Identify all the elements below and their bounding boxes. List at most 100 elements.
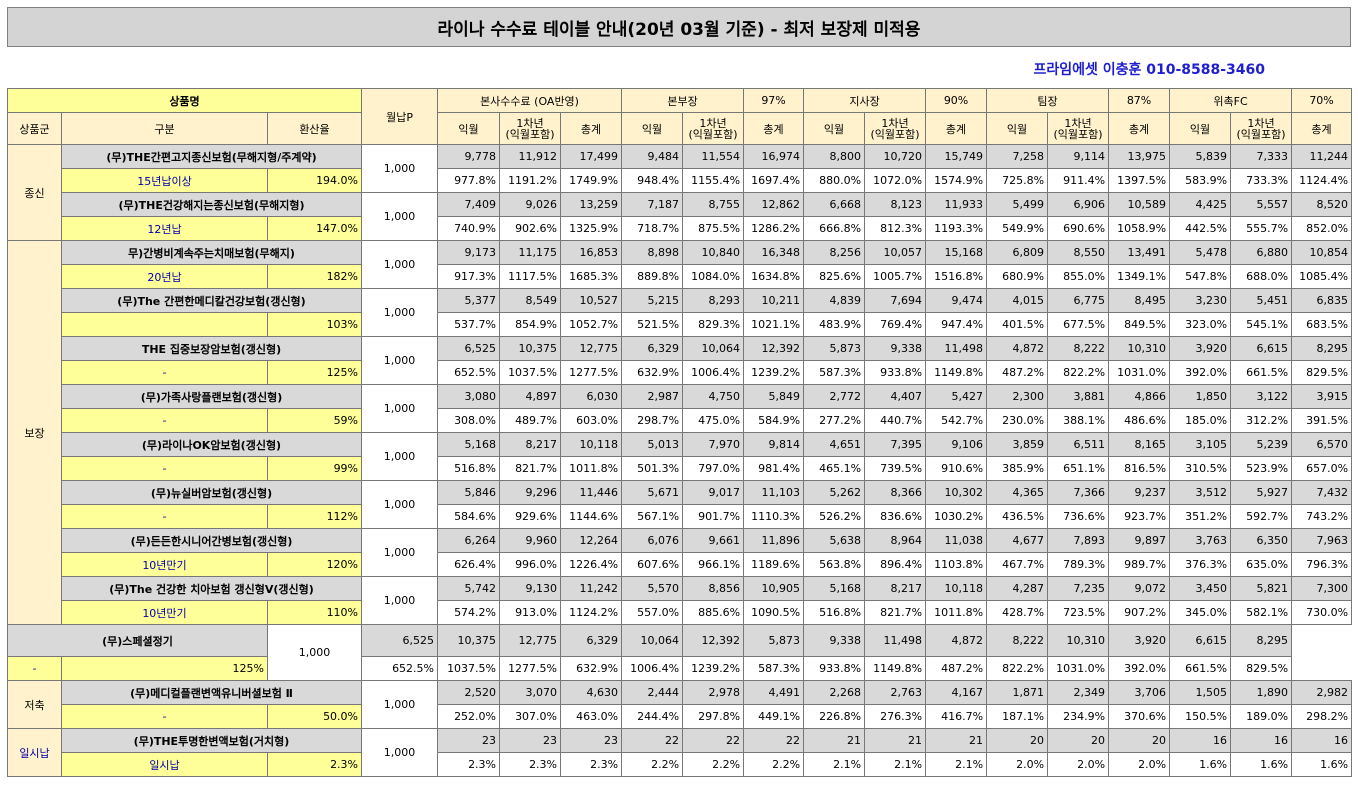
commission-amount: 5,168 xyxy=(437,432,501,457)
product-name: THE 집중보장암보험(갱신형) xyxy=(60,336,363,361)
commission-percent: 933.8% xyxy=(864,360,927,385)
commission-percent: 1277.5% xyxy=(560,360,623,385)
group-col-header: 상품군 xyxy=(7,112,62,145)
commission-amount: 11,912 xyxy=(499,144,562,169)
commission-amount: 4,872 xyxy=(986,336,1049,361)
commission-amount: 7,963 xyxy=(1291,528,1353,553)
commission-percent: 583.9% xyxy=(1169,168,1232,193)
commission-percent: 2.1% xyxy=(925,752,988,777)
commission-amount: 5,377 xyxy=(437,288,501,313)
sub-col-header: 1차년 (익월포함) xyxy=(1230,112,1293,145)
commission-percent: 739.5% xyxy=(864,456,927,481)
commission-percent: 555.7% xyxy=(1230,216,1293,241)
monthly-premium: 1,000 xyxy=(361,680,439,729)
commission-amount: 8,856 xyxy=(682,576,745,601)
sub-col-header: 익월 xyxy=(621,112,684,145)
table-row: 12년납 147.0% 740.9% 902.6% 1325.9% 718.7% 875.5… xyxy=(8,216,1353,241)
commission-amount: 8,295 xyxy=(1291,336,1353,361)
commission-percent: 896.4% xyxy=(864,552,927,577)
commission-percent: 1011.8% xyxy=(925,600,988,625)
commission-amount: 2,772 xyxy=(803,384,866,409)
commission-amount: 5,013 xyxy=(621,432,684,457)
commission-percent: 1103.8% xyxy=(925,552,988,577)
commission-percent: 467.7% xyxy=(986,552,1049,577)
commission-percent: 416.7% xyxy=(925,704,988,729)
product-name: (무)The 간편한메디칼건강보험(갱신형) xyxy=(60,288,363,313)
division-value: - xyxy=(7,656,62,681)
commission-percent: 789.3% xyxy=(1047,552,1110,577)
section-header: 지사장 xyxy=(803,88,927,113)
commission-amount: 13,259 xyxy=(560,192,623,217)
product-name: (무)THE투명한변액보험(거치형) xyxy=(60,728,363,753)
commission-amount: 5,839 xyxy=(1169,144,1232,169)
commission-percent: 312.2% xyxy=(1230,408,1293,433)
monthly-premium: 1,000 xyxy=(361,528,439,577)
commission-amount: 16,974 xyxy=(743,144,805,169)
commission-percent: 487.2% xyxy=(986,360,1049,385)
commission-amount: 9,661 xyxy=(682,528,745,553)
commission-percent: 829.5% xyxy=(1291,360,1353,385)
commission-percent: 436.5% xyxy=(986,504,1049,529)
commission-percent: 392.0% xyxy=(1108,656,1171,681)
commission-percent: 252.0% xyxy=(437,704,501,729)
commission-percent: 981.4% xyxy=(743,456,805,481)
product-name: (무)The 건강한 치아보험 갱신형V(갱신형) xyxy=(60,576,363,601)
commission-amount: 10,211 xyxy=(743,288,805,313)
commission-amount: 23 xyxy=(437,728,501,753)
commission-amount: 15,168 xyxy=(925,240,988,265)
conversion-rate: 125% xyxy=(61,656,268,681)
commission-amount: 4,866 xyxy=(1108,384,1171,409)
commission-amount: 6,525 xyxy=(437,336,501,361)
commission-percent: 829.3% xyxy=(682,312,745,337)
commission-percent: 947.4% xyxy=(925,312,988,337)
commission-percent: 1685.3% xyxy=(560,264,623,289)
commission-amount: 5,873 xyxy=(803,336,866,361)
commission-percent: 657.0% xyxy=(1291,456,1353,481)
commission-amount: 4,425 xyxy=(1169,192,1232,217)
commission-percent: 966.1% xyxy=(682,552,745,577)
section-header: 본사수수료 (OA반영) xyxy=(437,88,623,113)
commission-amount: 6,264 xyxy=(437,528,501,553)
commission-percent: 889.8% xyxy=(621,264,684,289)
table-row: (무)라이나OK암보험(갱신형) 1,000 5,168 8,217 10,118 5,0… xyxy=(8,432,1353,481)
commission-amount: 8,366 xyxy=(864,480,927,505)
sub-col-header: 1차년 (익월포함) xyxy=(1047,112,1110,145)
commission-percent: 487.2% xyxy=(925,656,988,681)
commission-amount: 1,890 xyxy=(1230,680,1293,705)
commission-amount: 15,749 xyxy=(925,144,988,169)
commission-percent: 1749.9% xyxy=(560,168,623,193)
commission-percent: 688.0% xyxy=(1230,264,1293,289)
commission-percent: 2.2% xyxy=(743,752,805,777)
commission-percent: 730.0% xyxy=(1291,600,1353,625)
commission-percent: 523.9% xyxy=(1230,456,1293,481)
commission-percent: 486.6% xyxy=(1108,408,1171,433)
commission-percent: 1090.5% xyxy=(743,600,805,625)
commission-percent: 1110.3% xyxy=(743,504,805,529)
commission-amount: 5,873 xyxy=(743,624,805,657)
commission-amount: 6,615 xyxy=(1230,336,1293,361)
table-row: 일시납 2.3% 2.3% 2.3% 2.3% 2.2% 2.2% 2.2% 2.1% 2.1% 2… xyxy=(8,752,1353,777)
commission-amount: 6,570 xyxy=(1291,432,1353,457)
commission-table: 상품명 월납P 본사수수료 (OA반영) 본부장 97% 지사장 90% 팀장 … xyxy=(6,88,1353,777)
monthly-premium: 1,000 xyxy=(361,384,439,433)
commission-amount: 9,072 xyxy=(1108,576,1171,601)
commission-percent: 723.5% xyxy=(1047,600,1110,625)
commission-percent: 516.8% xyxy=(803,600,866,625)
commission-percent: 1031.0% xyxy=(1108,360,1171,385)
commission-amount: 3,920 xyxy=(1169,336,1232,361)
commission-percent: 277.2% xyxy=(803,408,866,433)
commission-percent: 2.3% xyxy=(499,752,562,777)
commission-percent: 388.1% xyxy=(1047,408,1110,433)
sub-col-header: 총계 xyxy=(1291,112,1353,145)
division-value xyxy=(61,312,268,337)
commission-percent: 1.6% xyxy=(1291,752,1353,777)
commission-percent: 584.6% xyxy=(437,504,501,529)
sub-col-header: 총계 xyxy=(1108,112,1171,145)
commission-percent: 2.3% xyxy=(437,752,501,777)
conversion-rate: 120% xyxy=(266,552,363,577)
commission-amount: 11,103 xyxy=(743,480,805,505)
commission-amount: 8,520 xyxy=(1291,192,1353,217)
commission-percent: 1085.4% xyxy=(1291,264,1353,289)
commission-amount: 2,978 xyxy=(682,680,745,705)
commission-amount: 9,960 xyxy=(499,528,562,553)
